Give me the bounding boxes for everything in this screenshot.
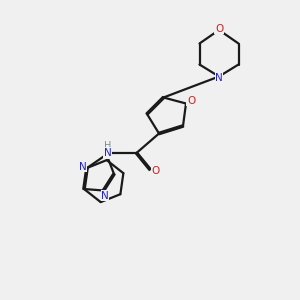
Text: N: N (103, 148, 111, 158)
Text: O: O (151, 166, 160, 176)
Text: O: O (187, 95, 195, 106)
Text: O: O (215, 23, 223, 34)
Text: N: N (215, 73, 223, 83)
Text: N: N (79, 161, 86, 172)
Text: H: H (104, 141, 111, 152)
Text: N: N (101, 190, 109, 201)
